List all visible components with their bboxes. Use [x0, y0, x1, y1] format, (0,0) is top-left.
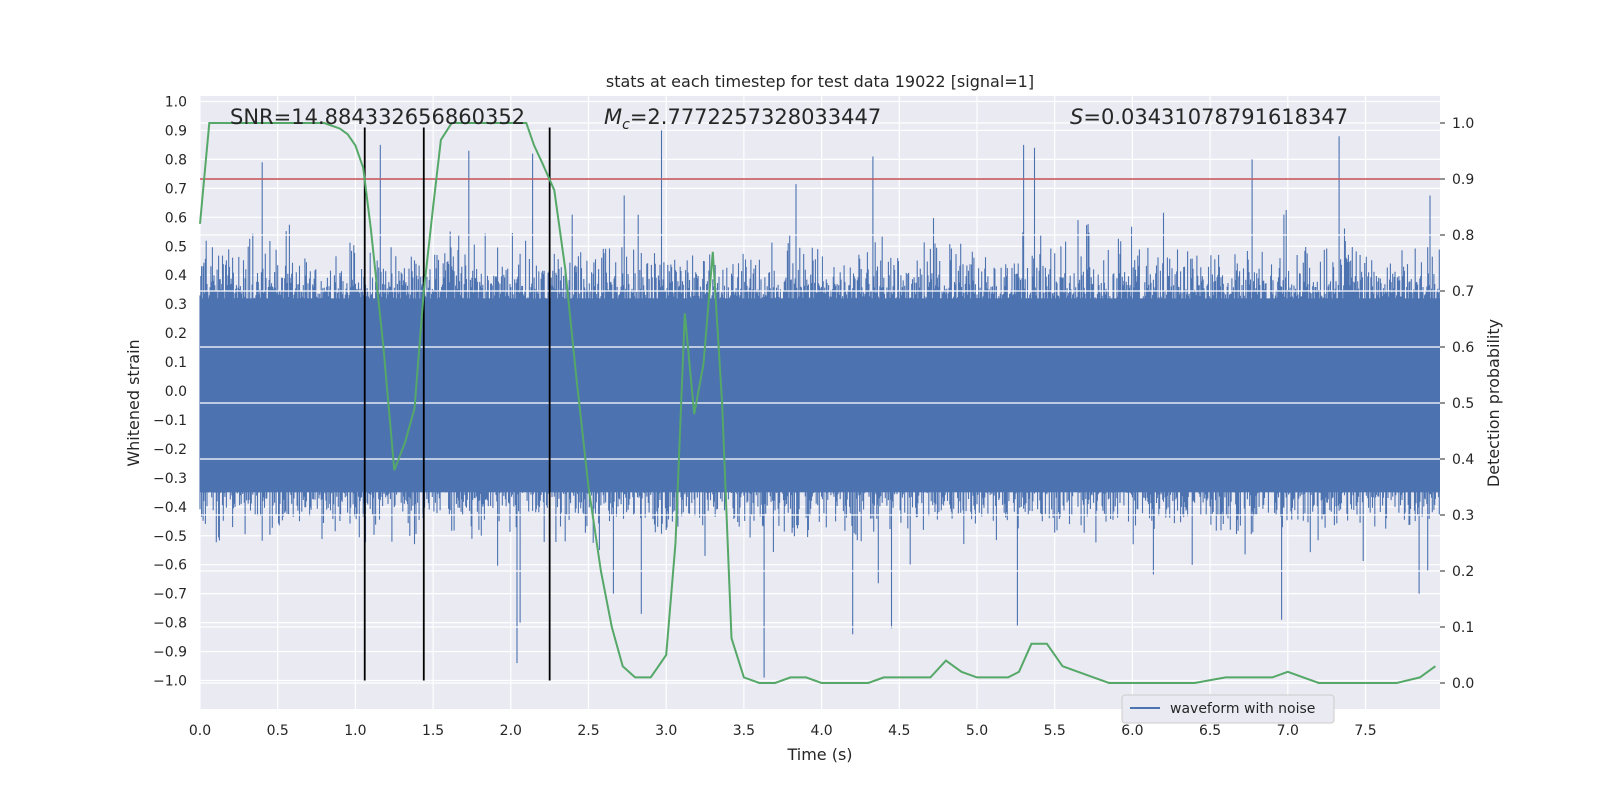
- s-annotation: S=0.03431078791618347: [1070, 105, 1348, 129]
- y2-tick-label: 0.0: [1452, 676, 1474, 692]
- x-axis-label: Time (s): [786, 745, 852, 764]
- y-tick-label: −0.3: [153, 471, 187, 487]
- x-tick-label: 1.5: [422, 723, 444, 739]
- chirp-mass-subscript: c: [622, 117, 630, 133]
- y-tick-label: 0.8: [165, 152, 187, 168]
- y2-tick-label: 1.0: [1452, 116, 1474, 132]
- x-tick-label: 1.0: [344, 723, 366, 739]
- y-tick-label: 0.5: [165, 239, 187, 255]
- y-axis-ticks: −1.0 −0.9 −0.8 −0.7 −0.6 −0.5 −0.4 −0.3 −0.2 −0.1…: [153, 95, 187, 690]
- y2-tick-label: 0.4: [1452, 452, 1474, 468]
- chirp-mass-value: =2.7772257328033447: [630, 105, 881, 129]
- y2-tick-label: 0.3: [1452, 508, 1474, 524]
- waveform-core: [200, 298, 1440, 493]
- y-tick-label: 0.9: [165, 123, 187, 139]
- y-tick-label: 0.3: [165, 297, 187, 313]
- y2-tick-label: 0.1: [1452, 620, 1474, 636]
- x-tick-label: 7.5: [1354, 723, 1376, 739]
- x-tick-label: 2.0: [500, 723, 522, 739]
- y-tick-label: −0.9: [153, 645, 187, 661]
- s-value: =0.03431078791618347: [1083, 105, 1348, 129]
- y-tick-label: 0.6: [165, 210, 187, 226]
- y-tick-label: −0.6: [153, 558, 187, 574]
- y-tick-label: −0.4: [153, 500, 187, 516]
- vertical-markers: [363, 127, 551, 681]
- x-tick-label: 6.0: [1121, 723, 1143, 739]
- y-tick-label: −0.2: [153, 442, 187, 458]
- probability-line: [199, 122, 1436, 684]
- x-tick-label: 5.5: [1044, 723, 1066, 739]
- y2-axis-ticks: 0.0 0.1 0.2 0.3 0.4 0.5 0.6 0.7 0.8 0.9 1.0: [1440, 116, 1474, 692]
- x-tick-label: 6.5: [1199, 723, 1221, 739]
- legend-label: waveform with noise: [1170, 701, 1315, 717]
- y-tick-label: 0.0: [165, 384, 187, 400]
- chart-title: stats at each timestep for test data 190…: [606, 72, 1034, 91]
- y2-tick-label: 0.9: [1452, 172, 1474, 188]
- y2-tick-label: 0.5: [1452, 396, 1474, 412]
- y-tick-label: −0.8: [153, 616, 187, 632]
- y2-tick-label: 0.7: [1452, 284, 1474, 300]
- x-tick-label: 4.0: [810, 723, 832, 739]
- y2-tick-label: 0.6: [1452, 340, 1474, 356]
- x-tick-label: 3.0: [655, 723, 677, 739]
- legend: waveform with noise: [1121, 694, 1335, 724]
- y-axis-label: Whitened strain: [124, 339, 143, 466]
- s-symbol: S: [1070, 105, 1083, 129]
- snr-annotation: SNR=14.884332656860352: [230, 105, 525, 129]
- waveform-series: [199, 130, 1440, 678]
- x-tick-label: 7.0: [1277, 723, 1299, 739]
- y-tick-label: 0.4: [165, 268, 187, 284]
- x-tick-label: 0.0: [189, 723, 211, 739]
- legend-box: [1121, 694, 1335, 724]
- x-tick-label: 4.5: [888, 723, 910, 739]
- y-tick-label: 0.1: [165, 355, 187, 371]
- x-axis-ticks: 0.0 0.5 1.0 1.5 2.0 2.5 3.0 3.5 4.0 4.5 5.0 5.5 6.0 6…: [189, 723, 1377, 739]
- y-tick-label: −0.1: [153, 413, 187, 429]
- x-tick-label: 3.5: [733, 723, 755, 739]
- chirp-mass-annotation: Mc=2.7772257328033447: [604, 105, 881, 133]
- x-tick-label: 0.5: [267, 723, 289, 739]
- y2-tick-label: 0.2: [1452, 564, 1474, 580]
- y2-axis-label: Detection probability: [1484, 319, 1503, 487]
- y2-tick-label: 0.8: [1452, 228, 1474, 244]
- probability-series: [199, 122, 1436, 684]
- y-tick-label: −1.0: [153, 674, 187, 690]
- y-tick-label: 1.0: [165, 95, 187, 111]
- y-tick-label: −0.5: [153, 529, 187, 545]
- x-tick-label: 5.0: [966, 723, 988, 739]
- y-tick-label: 0.2: [165, 326, 187, 342]
- y-tick-label: −0.7: [153, 587, 187, 603]
- y-tick-label: 0.7: [165, 181, 187, 197]
- chirp-mass-symbol: M: [604, 105, 622, 129]
- x-tick-label: 2.5: [577, 723, 599, 739]
